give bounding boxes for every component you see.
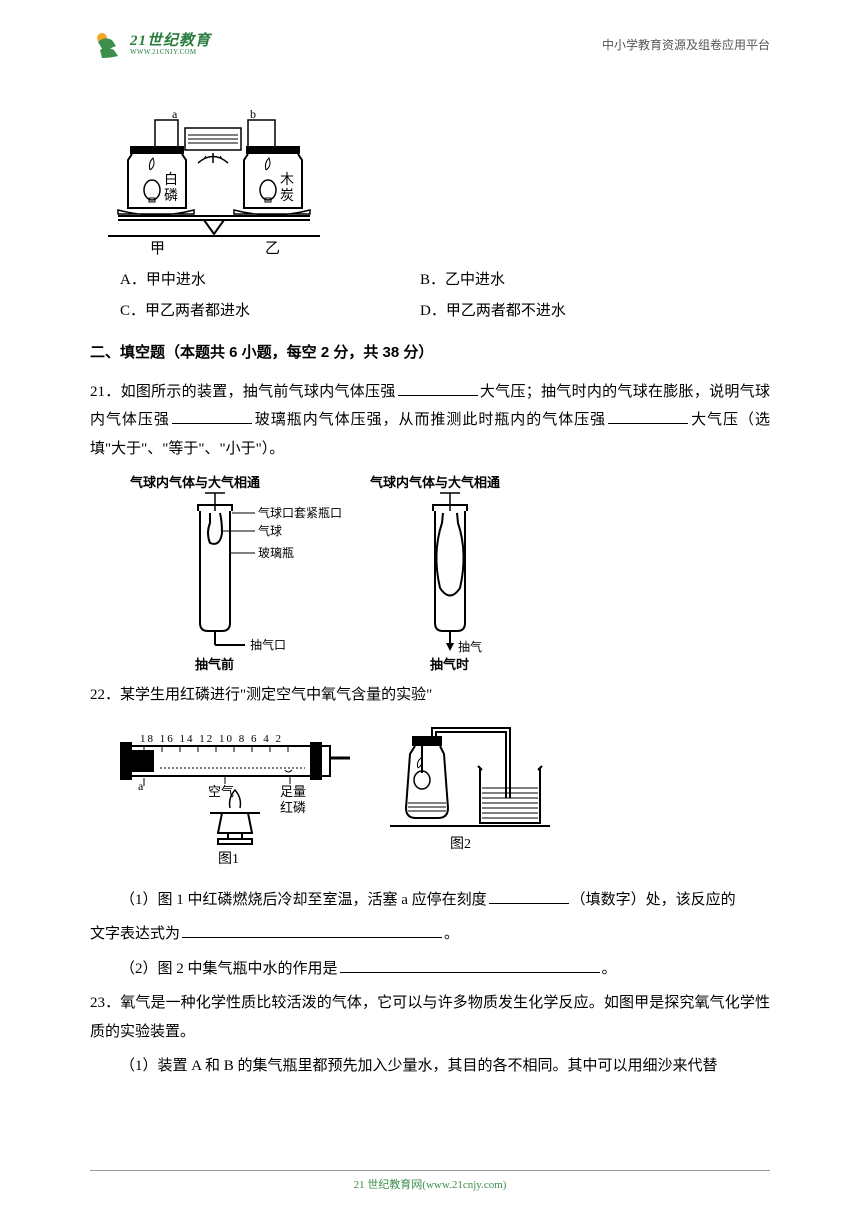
logo-sub: WWW.21CNJY.COM: [130, 49, 211, 56]
option-d: D．甲乙两者都不进水: [420, 297, 770, 326]
q22-sub1: （1）图 1 中红磷燃烧后冷却至室温，活塞 a 应停在刻度 （填数字）处，该反应的: [120, 886, 770, 915]
q23-sub1: （1）装置 A 和 B 的集气瓶里都预先加入少量水，其目的各不相同。其中可以用细…: [120, 1052, 770, 1081]
svg-text:18 16 14 12 10 8 6 4 2: 18 16 14 12 10 8 6 4 2: [140, 733, 283, 745]
blank: [608, 406, 688, 424]
q23-text: 氧气是一种化学性质比较活泼的气体，它可以与许多物质发生化学反应。如图甲是探究氧气…: [90, 995, 770, 1040]
label-a: a: [172, 108, 178, 121]
svg-text:甲: 甲: [150, 241, 165, 257]
svg-text:玻璃瓶: 玻璃瓶: [258, 546, 294, 560]
logo-main: 21世纪教育: [130, 34, 211, 49]
page-footer: 21 世纪教育网(www.21cnjy.com): [0, 1170, 860, 1196]
q23-num: 23．: [90, 995, 120, 1011]
q22s1-mid: （填数字）处，该反应的: [571, 892, 736, 908]
section-2-header: 二、填空题（本题共 6 小题，每空 2 分，共 38 分）: [90, 339, 770, 368]
svg-text:抽气前: 抽气前: [195, 657, 234, 672]
q22-text: 某学生用红磷进行"测定空气中氧气含量的实验": [120, 687, 432, 703]
header-caption: 中小学教育资源及组卷应用平台: [602, 34, 770, 57]
q22-num: 22．: [90, 687, 120, 703]
q21-num: 21．: [90, 384, 121, 400]
svg-text:磷: 磷: [164, 188, 178, 204]
logo-icon: [90, 30, 126, 60]
svg-text:气球内气体与大气相通: 气球内气体与大气相通: [130, 475, 260, 490]
blank: [489, 886, 569, 904]
svg-text:a: a: [138, 779, 144, 793]
label-b: b: [250, 108, 256, 121]
content: a b 白 磷: [90, 108, 770, 1081]
q22s2-end: 。: [602, 961, 617, 977]
q22s1-suffix: 文字表达式为: [90, 926, 180, 942]
svg-text:乙: 乙: [265, 241, 280, 257]
options-row-1: A．甲中进水 B．乙中进水: [120, 266, 770, 295]
q21-t1: 如图所示的装置，抽气前气球内气体压强: [121, 384, 396, 400]
q21-t5: 大气压: [690, 412, 739, 428]
svg-text:炭: 炭: [280, 188, 294, 204]
diagram-balance: a b 白 磷: [100, 108, 340, 258]
q22-sub2: （2）图 2 中集气瓶中水的作用是 。: [120, 955, 770, 984]
footer-text: 21 世纪教育网(www.21cnjy.com): [354, 1179, 507, 1191]
svg-text:气球口套紧瓶口: 气球口套紧瓶口: [258, 505, 342, 520]
svg-text:红磷: 红磷: [280, 800, 306, 815]
diagram-syringe: 18 16 14 12 10 8 6 4 2 a 空气 足量 红磷: [110, 718, 590, 878]
footer-line: [90, 1170, 770, 1171]
options-row-2: C．甲乙两者都进水 D．甲乙两者都不进水: [120, 297, 770, 326]
option-b: B．乙中进水: [420, 266, 770, 295]
diagram-balloon: 气球内气体与大气相通 气球口套紧瓶口 气球 玻璃瓶 抽气口 抽气前 气球内气体与…: [110, 473, 590, 673]
svg-text:图1: 图1: [218, 852, 239, 867]
svg-text:抽气时: 抽气时: [430, 657, 469, 672]
option-a: A．甲中进水: [120, 266, 420, 295]
svg-text:抽气: 抽气: [458, 639, 482, 654]
blank: [182, 920, 442, 938]
svg-text:气球: 气球: [258, 523, 282, 538]
svg-text:气球内气体与大气相通: 气球内气体与大气相通: [370, 475, 500, 490]
svg-text:抽气口: 抽气口: [250, 637, 286, 652]
blank: [398, 378, 478, 396]
blank: [340, 955, 600, 973]
question-21: 21．如图所示的装置，抽气前气球内气体压强大气压；抽气时内的气球在膨胀，说明气球…: [90, 378, 770, 464]
question-22: 22．某学生用红磷进行"测定空气中氧气含量的实验": [90, 681, 770, 710]
q21-t2: 大气压；抽气时内的气球在膨胀，说明: [480, 384, 740, 400]
q22s2-prefix: （2）图 2 中集气瓶中水的作用是: [120, 961, 338, 977]
q22-sub1b: 文字表达式为 。: [90, 920, 770, 949]
q22s1-end: 。: [444, 926, 459, 942]
q21-t4: 玻璃瓶内气体压强，从而推测此时瓶内的气体压强: [254, 412, 606, 428]
svg-text:白: 白: [164, 172, 178, 188]
option-c: C．甲乙两者都进水: [120, 297, 420, 326]
question-23: 23．氧气是一种化学性质比较活泼的气体，它可以与许多物质发生化学反应。如图甲是探…: [90, 989, 770, 1046]
svg-text:图2: 图2: [450, 837, 471, 852]
svg-text:足量: 足量: [280, 784, 306, 799]
svg-text:木: 木: [280, 172, 294, 188]
logo: 21世纪教育 WWW.21CNJY.COM: [90, 30, 211, 60]
q22s1-prefix: （1）图 1 中红磷燃烧后冷却至室温，活塞 a 应停在刻度: [120, 892, 487, 908]
logo-text: 21世纪教育 WWW.21CNJY.COM: [130, 34, 211, 56]
blank: [172, 406, 252, 424]
page-header: 21世纪教育 WWW.21CNJY.COM 中小学教育资源及组卷应用平台: [90, 30, 770, 60]
